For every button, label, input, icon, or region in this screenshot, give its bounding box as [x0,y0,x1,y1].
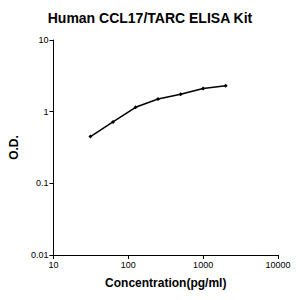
svg-text:10: 10 [38,35,48,45]
svg-text:Concentration(pg/ml): Concentration(pg/ml) [105,276,226,290]
svg-text:Human CCL17/TARC ELISA Kit: Human CCL17/TARC ELISA Kit [48,10,253,26]
svg-text:100: 100 [121,260,136,270]
svg-text:0.01: 0.01 [31,250,49,260]
svg-text:1: 1 [43,107,48,117]
svg-text:10000: 10000 [265,260,290,270]
svg-text:10: 10 [48,260,58,270]
svg-text:O.D.: O.D. [7,135,21,160]
svg-text:0.1: 0.1 [36,178,49,188]
svg-text:1000: 1000 [193,260,213,270]
